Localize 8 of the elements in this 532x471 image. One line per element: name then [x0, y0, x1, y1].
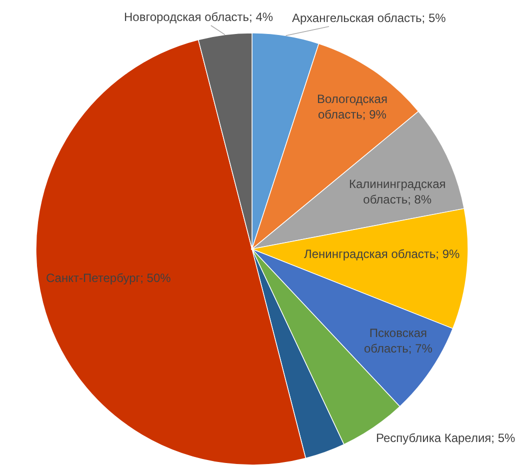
slice-label: Новгородская область; 4%: [124, 10, 274, 24]
slice-label: Псковская область; 7%: [364, 326, 433, 356]
slice-label: Калининградская область; 8%: [349, 177, 446, 207]
slice-label: Республика Карелия; 5%: [376, 431, 516, 445]
slice-label: Ленинградская область; 9%: [304, 247, 460, 261]
slice-label: Архангельская область; 5%: [292, 11, 446, 25]
slice-label: Санкт-Петербург; 50%: [46, 271, 172, 285]
slice-label: Вологодская область; 9%: [317, 92, 388, 122]
